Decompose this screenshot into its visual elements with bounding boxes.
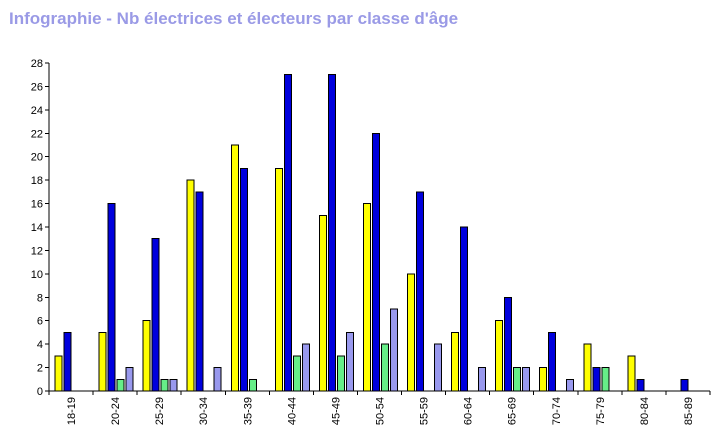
bar-50-54-s2 (371, 132, 380, 392)
y-tick-label: 2 (37, 363, 43, 375)
x-tick-label: 55-59 (419, 397, 431, 425)
chart-title: Infographie - Nb électrices et électeurs… (9, 9, 459, 28)
bar-18-19-s2 (63, 331, 72, 392)
bar-80-84-s1 (627, 355, 636, 392)
y-tick-label: 24 (31, 105, 43, 117)
bar-55-59-s1 (407, 273, 416, 392)
bar-45-49-s3 (336, 355, 345, 392)
y-tick-label: 0 (37, 386, 43, 398)
y-tick-label: 6 (37, 316, 43, 328)
bar-30-34-s2 (195, 191, 204, 392)
bar-70-74-s2 (548, 331, 557, 392)
bar-85-89-s2 (680, 378, 689, 392)
bar-25-29-s2 (151, 238, 160, 392)
y-tick-label: 4 (37, 339, 43, 351)
x-tick-label: 70-74 (551, 397, 563, 425)
bar-55-59-s4 (434, 343, 443, 392)
x-tick-label: 40-44 (286, 397, 298, 425)
x-tick-label: 85-89 (683, 397, 695, 425)
bar-40-44-s3 (292, 355, 301, 392)
bar-75-79-s3 (601, 367, 610, 392)
bar-60-64-s1 (451, 331, 460, 392)
bars-layer (54, 74, 689, 392)
bar-40-44-s4 (301, 343, 310, 392)
x-tick-label: 20-24 (110, 397, 122, 425)
x-tick-label: 18-19 (66, 397, 78, 425)
bar-20-24-s4 (125, 367, 134, 392)
x-tick-label: 25-29 (154, 397, 166, 425)
y-tick-label: 20 (31, 152, 43, 164)
y-tick-label: 28 (31, 58, 43, 70)
bar-40-44-s2 (283, 74, 292, 392)
bar-20-24-s1 (98, 331, 107, 392)
y-tick-label: 26 (31, 81, 43, 93)
bar-70-74-s1 (539, 367, 548, 392)
x-tick-label: 75-79 (595, 397, 607, 425)
bar-75-79-s1 (583, 343, 592, 392)
x-tick-label: 80-84 (639, 397, 651, 425)
x-tick-label: 50-54 (375, 397, 387, 425)
bar-25-29-s3 (160, 378, 169, 392)
bar-40-44-s1 (274, 167, 283, 392)
x-tick-label: 45-49 (330, 397, 342, 425)
bar-50-54-s3 (380, 343, 389, 392)
bar-18-19-s1 (54, 355, 63, 392)
bar-75-79-s2 (592, 367, 601, 392)
bar-45-49-s4 (345, 331, 354, 392)
bar-25-29-s1 (142, 320, 151, 392)
x-tick-label: 65-69 (507, 397, 519, 425)
bar-50-54-s1 (362, 203, 371, 392)
x-tick-label: 30-34 (198, 397, 210, 425)
bar-65-69-s4 (522, 367, 531, 392)
bar-35-39-s1 (230, 144, 239, 392)
bar-80-84-s2 (636, 378, 645, 392)
bar-70-74-s4 (566, 378, 575, 392)
bar-30-34-s4 (213, 367, 222, 392)
bar-20-24-s2 (107, 203, 116, 392)
bar-35-39-s2 (239, 167, 248, 392)
y-tick-label: 22 (31, 128, 43, 140)
bar-65-69-s1 (495, 320, 504, 392)
bar-60-64-s2 (460, 226, 469, 392)
y-tick-label: 8 (37, 292, 43, 304)
x-tick-label: 60-64 (463, 397, 475, 425)
bar-50-54-s4 (389, 308, 398, 392)
bar-45-49-s2 (327, 74, 336, 392)
bar-25-29-s4 (169, 378, 178, 392)
y-tick-label: 18 (31, 175, 43, 187)
bar-65-69-s2 (504, 296, 513, 392)
bar-30-34-s1 (186, 179, 195, 392)
x-tick-label: 35-39 (242, 397, 254, 425)
bar-65-69-s3 (513, 367, 522, 392)
bar-20-24-s3 (116, 378, 125, 392)
y-tick-label: 12 (31, 245, 43, 257)
bar-60-64-s4 (478, 367, 487, 392)
y-tick-label: 16 (31, 199, 43, 211)
bar-35-39-s3 (248, 378, 257, 392)
bar-55-59-s2 (416, 191, 425, 392)
y-tick-label: 10 (31, 269, 43, 281)
y-tick-label: 14 (31, 222, 43, 234)
bar-45-49-s1 (318, 214, 327, 392)
